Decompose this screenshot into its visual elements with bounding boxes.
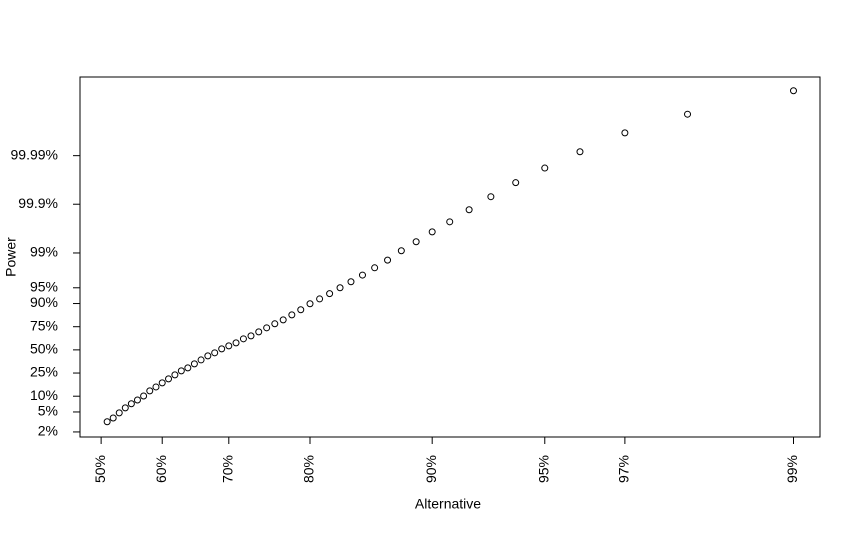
y-tick-label: 10% bbox=[30, 387, 58, 403]
y-tick-label: 25% bbox=[30, 364, 58, 380]
point bbox=[190, 360, 198, 368]
point bbox=[465, 206, 473, 214]
y-tick-label: 75% bbox=[30, 317, 58, 333]
point bbox=[316, 295, 324, 303]
point bbox=[218, 345, 226, 353]
point bbox=[397, 247, 405, 255]
x-tick-label: 95% bbox=[535, 455, 551, 483]
point bbox=[165, 375, 173, 383]
y-axis-label: Power bbox=[3, 237, 19, 277]
point bbox=[158, 379, 166, 387]
point bbox=[446, 218, 454, 226]
y-tick-label: 99% bbox=[30, 244, 58, 260]
point bbox=[263, 324, 271, 332]
point bbox=[336, 284, 344, 292]
point bbox=[255, 328, 263, 336]
y-tick-label: 99.99% bbox=[11, 146, 58, 162]
x-tick-label: 99% bbox=[784, 455, 800, 483]
plot-frame bbox=[79, 76, 821, 438]
point bbox=[225, 342, 233, 350]
x-tick-label: 60% bbox=[153, 455, 169, 483]
point bbox=[184, 364, 192, 372]
point bbox=[371, 264, 379, 272]
y-tick-label: 5% bbox=[38, 403, 58, 419]
point bbox=[133, 396, 141, 404]
point bbox=[177, 367, 185, 375]
point bbox=[487, 193, 495, 201]
point bbox=[541, 164, 549, 172]
point bbox=[211, 349, 219, 357]
point bbox=[684, 110, 692, 118]
y-tick-label: 50% bbox=[30, 341, 58, 357]
point bbox=[127, 400, 135, 408]
point bbox=[239, 335, 247, 343]
x-tick-label: 97% bbox=[616, 455, 632, 483]
point bbox=[146, 387, 154, 395]
y-tick-label: 2% bbox=[38, 423, 58, 439]
point bbox=[576, 148, 584, 156]
point bbox=[412, 238, 420, 246]
x-tick-label: 90% bbox=[423, 455, 439, 483]
point bbox=[428, 228, 436, 236]
y-tick-label: 99.9% bbox=[18, 195, 58, 211]
point bbox=[789, 87, 797, 95]
point bbox=[512, 179, 520, 187]
point bbox=[247, 332, 255, 340]
point bbox=[121, 404, 129, 412]
point bbox=[232, 339, 240, 347]
x-tick-label: 50% bbox=[92, 455, 108, 483]
y-tick-label: 90% bbox=[30, 294, 58, 310]
point bbox=[621, 129, 629, 137]
x-axis-label: Alternative bbox=[415, 496, 481, 512]
x-tick-label: 80% bbox=[301, 455, 317, 483]
point bbox=[271, 320, 279, 328]
point bbox=[358, 271, 366, 279]
point bbox=[103, 418, 111, 426]
point bbox=[115, 409, 123, 417]
point bbox=[384, 256, 392, 264]
point bbox=[152, 383, 160, 391]
point bbox=[171, 371, 179, 379]
point bbox=[288, 311, 296, 319]
point bbox=[109, 414, 117, 422]
point bbox=[297, 306, 305, 314]
point bbox=[306, 300, 314, 308]
point bbox=[197, 356, 205, 364]
point bbox=[204, 352, 212, 360]
y-tick-label: 95% bbox=[30, 278, 58, 294]
point bbox=[140, 392, 148, 400]
point bbox=[279, 316, 287, 324]
point bbox=[326, 290, 334, 298]
point bbox=[347, 278, 355, 286]
x-tick-label: 70% bbox=[219, 455, 235, 483]
